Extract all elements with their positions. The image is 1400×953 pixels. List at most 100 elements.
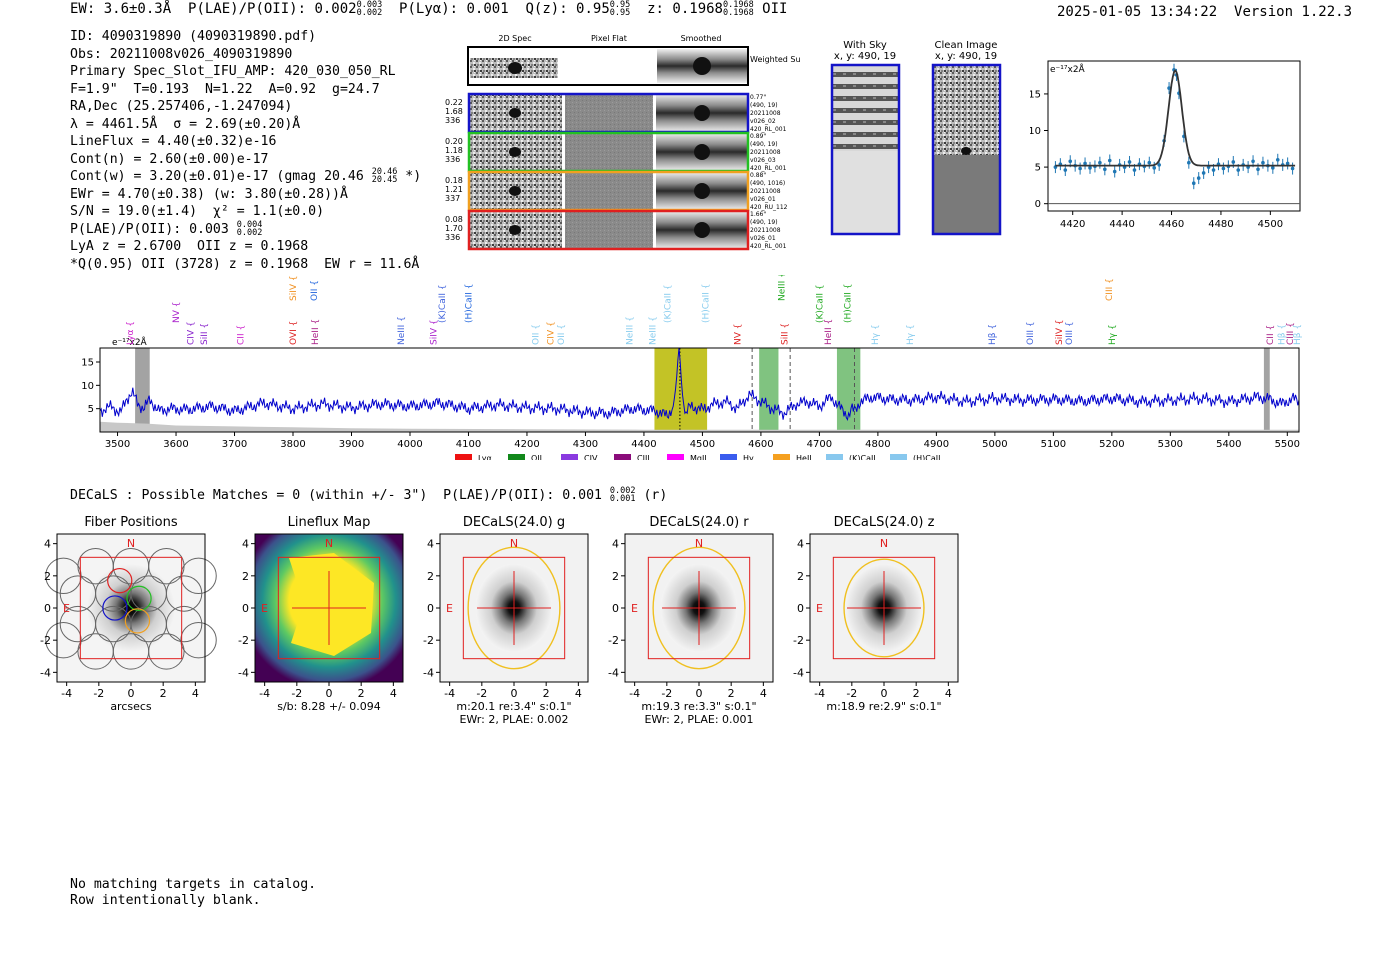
zoom-data-point: [1152, 161, 1157, 174]
panel-ytick-label: 2: [427, 570, 434, 583]
zoom-data-point: [1147, 156, 1152, 169]
cutout-right-value: 20211008: [750, 149, 781, 156]
svg-text:Lyα: Lyα: [478, 454, 492, 460]
north-label: N: [325, 537, 333, 550]
fiber-circle: [180, 557, 217, 595]
spectrum-xtick-label: 3900: [339, 439, 364, 450]
cutout-left-value: 336: [445, 116, 460, 125]
spectrum-ytick-label: 5: [88, 404, 94, 415]
panel-xtick-label: -2: [846, 687, 857, 700]
weighted-sum-row: Weighted Sum: [467, 46, 800, 86]
cutout-left-value: 0.08: [445, 215, 463, 224]
emission-line-marker: SiII {: [200, 323, 210, 345]
legend-item: CIII: [614, 454, 650, 460]
search-box: [79, 556, 183, 660]
cutout-right-value: 0.88": [750, 172, 766, 179]
cutout-right-value: v026_01: [750, 235, 776, 242]
zoom-data-point: [1196, 172, 1201, 185]
svg-text:CIII: CIII: [637, 454, 650, 460]
cutout-left-value: 1.70: [445, 224, 463, 233]
emission-line-marker: NV {: [734, 324, 744, 345]
spectrum-xtick-label: 4000: [397, 439, 422, 450]
full-spectrum-chart: e⁻¹⁷x2Å 3500 3600 3700 3800 3900 4000 4100 4200 4…: [81, 275, 1303, 460]
timestamp: 2025-01-05 13:34:22: [1057, 4, 1218, 20]
north-label: N: [127, 537, 135, 550]
legend-item: Hγ: [720, 454, 754, 460]
spectrum-xtick-label: 4500: [690, 439, 715, 450]
emission-line-marker: Hβ {: [988, 324, 998, 345]
panel-xtick-label: -2: [476, 687, 487, 700]
ew-value: EW: 3.6±0.3Å: [70, 1, 172, 17]
panel-fiber: Fiber Positions N E -4 -4 -2 -2 0 0 2 2 4 4 arcsecs: [40, 515, 217, 713]
cutout-right-value: (490, 19): [750, 219, 778, 226]
panel-xtick-label: 0: [326, 687, 333, 700]
cutout-left-value: 1.18: [445, 146, 463, 155]
zoom-xtick-label: 4440: [1109, 219, 1134, 230]
emission-line-marker: OVI {: [289, 321, 299, 345]
legend-item: (K)CaII: [826, 454, 876, 460]
emission-line-marker: Lyα {: [126, 321, 136, 345]
zoom-data-point: [1201, 166, 1206, 179]
zoom-data-point: [1187, 156, 1191, 169]
spectrum-axes-frame: [99, 347, 1300, 433]
spectrum-xtick-label: 4800: [865, 439, 890, 450]
panel-ytick-label: 0: [427, 602, 434, 615]
z-value: z: 0.1968: [647, 1, 723, 17]
panel-ytick-label: -2: [40, 634, 51, 647]
emission-line-marker: HeII {: [311, 319, 321, 345]
zoom-line-fit-chart: e⁻¹⁷x2Å 4420 4440 4460 4480 4500 0 5 10 15: [1030, 60, 1301, 230]
cutout-right-value: (490, 19): [750, 141, 778, 148]
legend-item: CIV: [561, 454, 598, 460]
emission-line-marker: SiIV {: [429, 319, 439, 345]
cutout-left-value: 336: [445, 233, 460, 242]
spectrum-xtick-label: 4900: [924, 439, 949, 450]
spectrum-ytick-label: 10: [81, 381, 94, 392]
spectrum-ytick-label: 15: [81, 358, 94, 369]
bottom-image-panels: Fiber Positions N E -4 -4 -2 -2 0 0 2 2 4 4 arcsecs Li…: [40, 515, 959, 726]
panel-image: DECaLS(24.0) g N E -4 -4 -2 -2 0 0 2 2 4 4 m:20.1 re:…: [423, 515, 589, 726]
emission-line-marker: NeIII {: [649, 316, 659, 345]
search-box: [277, 556, 381, 660]
cutout-left-value: 1.21: [445, 185, 463, 194]
svg-text:MgII: MgII: [690, 454, 707, 460]
spectrum-xtick-label: 3700: [222, 439, 247, 450]
col-title-pixelflat: Pixel Flat: [591, 34, 627, 43]
emission-line-marker: (K)CaII {: [438, 284, 448, 323]
emission-line-marker: (K)CaII {: [815, 284, 825, 323]
emission-line-marker: Hγ {: [1108, 324, 1118, 345]
cutout-right-value: v026_02: [750, 118, 776, 125]
panel-ytick-label: 4: [427, 538, 434, 551]
spectrum-xtick-label: 4200: [514, 439, 539, 450]
panel-ytick-label: -2: [608, 634, 619, 647]
aperture-ellipse: [843, 558, 925, 658]
spectrum-highlight-band: [836, 348, 861, 432]
panel-xtick-label: -4: [814, 687, 825, 700]
cutout-left-value: 336: [445, 155, 460, 164]
info-fwhm: F=1.9" T=0.193 N=1.22 A=0.92 g=24.7: [70, 81, 380, 97]
panel-ytick-label: 4: [612, 538, 619, 551]
catalog-footer: No matching targets in catalog. Row inten…: [70, 877, 316, 909]
legend-item: HeII: [773, 454, 812, 460]
spectrum-xtick-label: 5500: [1275, 439, 1300, 450]
panel-xtick-label: 2: [913, 687, 920, 700]
emission-line-marker: SiIV {: [289, 275, 299, 301]
spectrum-highlight-band: [654, 348, 708, 432]
zoom-data-point: [1098, 156, 1102, 169]
zoom-data-point: [1107, 154, 1112, 167]
zoom-ytick-label: 5: [1035, 163, 1041, 174]
cutout-left-value: 0.20: [445, 137, 463, 146]
zoom-data-point: [1221, 162, 1226, 175]
cutout-right-value: 1.66": [750, 211, 766, 218]
legend-item: OII: [508, 454, 542, 460]
zoom-ytick-label: 15: [1030, 89, 1041, 100]
spectrum-xtick-label: 3600: [163, 439, 188, 450]
cutout-left-value: 0.18: [445, 176, 463, 185]
panel-caption: arcsecs: [110, 700, 152, 713]
clean-image: [933, 65, 1000, 155]
zoom-data-point: [1285, 157, 1290, 170]
detection-info: ID: 4090319890 (4090319890.pdf) Obs: 202…: [70, 28, 421, 273]
weighted-sum-label: Weighted Sum: [750, 55, 800, 64]
panel-xtick-label: -2: [291, 687, 302, 700]
